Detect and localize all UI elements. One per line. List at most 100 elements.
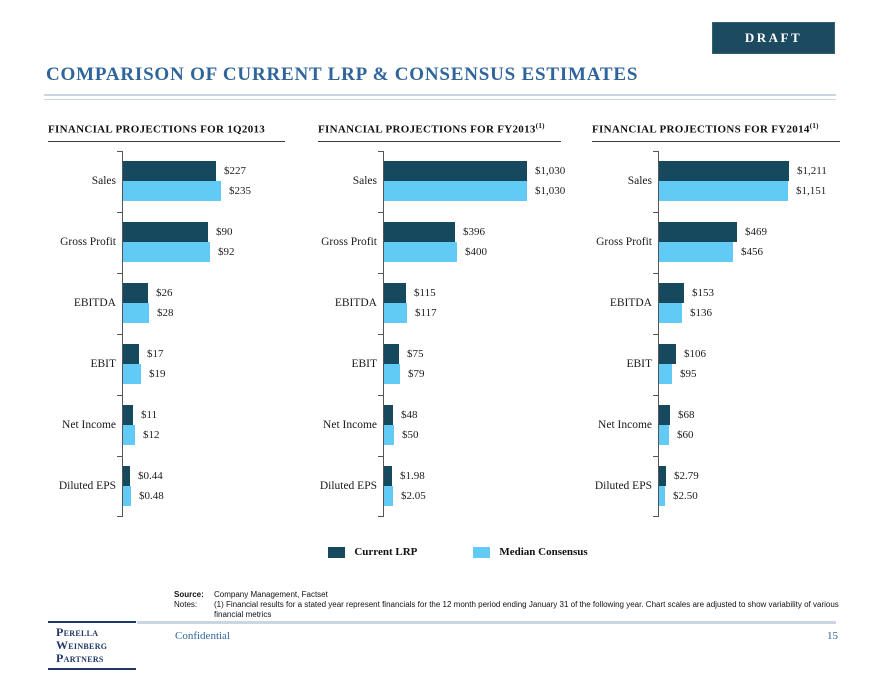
bar-group: $11 $12 (123, 395, 300, 456)
median-consensus-bar (384, 363, 400, 384)
axis-tick (378, 394, 384, 396)
bar-line: $235 (123, 180, 300, 201)
category-label: Net Income (598, 419, 652, 432)
value-label: $2.79 (674, 469, 699, 482)
bar-group: $17 $19 (123, 334, 300, 395)
median-consensus-bar (659, 180, 788, 201)
current-lrp-bar (384, 343, 399, 364)
axis-tick (653, 333, 659, 335)
chart-body: Sales Gross Profit EBITDA EBIT Net Income Dil… (592, 150, 856, 517)
value-label: $17 (147, 347, 164, 360)
chart-title: FINANCIAL PROJECTIONS FOR FY2014(1) (592, 122, 841, 142)
chart-title: FINANCIAL PROJECTIONS FOR 1Q2013 (48, 122, 285, 142)
current-lrp-bar (384, 404, 393, 425)
bar-group: $75 $79 (384, 334, 576, 395)
value-label: $2.05 (401, 489, 426, 502)
bar-line: $456 (659, 241, 856, 262)
current-lrp-bar (659, 404, 670, 425)
value-label: $60 (677, 428, 694, 441)
value-label: $12 (143, 428, 160, 441)
bar-group: $1.98 $2.05 (384, 456, 576, 517)
bar-group: $469 $456 (659, 212, 856, 273)
current-lrp-bar (123, 465, 130, 486)
bar-line: $469 (659, 221, 856, 242)
current-lrp-bar (384, 465, 392, 486)
value-label: $235 (229, 184, 251, 197)
category-label: Diluted EPS (319, 480, 377, 493)
value-label: $50 (402, 428, 419, 441)
notes-value: (1) Financial results for a stated year … (214, 600, 839, 619)
value-label: $28 (157, 306, 174, 319)
current-lrp-bar (123, 221, 208, 242)
chart-title-text: FINANCIAL PROJECTIONS FOR 1Q2013 (48, 123, 266, 136)
chart-body: Sales Gross Profit EBITDA EBIT Net Income Dil… (48, 150, 300, 517)
source-value: Company Management, Factset (214, 590, 328, 599)
value-label: $90 (216, 225, 233, 238)
bar-line: $17 (123, 343, 300, 364)
page-title: COMPARISON OF CURRENT LRP & CONSENSUS ES… (46, 64, 639, 85)
category-label: EBIT (626, 358, 652, 371)
value-label: $92 (218, 245, 235, 258)
bar-group: $115 $117 (384, 273, 576, 334)
bar-line: $2.50 (659, 485, 856, 506)
axis-tick (378, 515, 384, 517)
category-label: EBIT (90, 358, 116, 371)
chart-panel-fy2014: FINANCIAL PROJECTIONS FOR FY2014(1) Sale… (592, 122, 856, 517)
bar-group: $153 $136 (659, 273, 856, 334)
category-label: Sales (352, 175, 377, 188)
current-lrp-bar (659, 343, 676, 364)
current-lrp-bar (659, 221, 737, 242)
axis-tick (117, 333, 123, 335)
median-consensus-bar (659, 485, 665, 506)
category-labels: Sales Gross Profit EBITDA EBIT Net Income Dil… (592, 151, 658, 517)
bar-line: $115 (384, 282, 576, 303)
value-label: $26 (156, 286, 173, 299)
value-label: $136 (690, 306, 712, 319)
bar-line: $136 (659, 302, 856, 323)
value-label: $1.98 (400, 469, 425, 482)
axis-tick (378, 272, 384, 274)
bar-group: $0.44 $0.48 (123, 456, 300, 517)
bar-line: $1,151 (659, 180, 856, 201)
category-labels: Sales Gross Profit EBITDA EBIT Net Income Dil… (48, 151, 122, 517)
bar-line: $1.98 (384, 465, 576, 486)
current-lrp-bar (123, 160, 216, 181)
bar-line: $1,211 (659, 160, 856, 181)
axis-tick (653, 272, 659, 274)
bar-line: $2.79 (659, 465, 856, 486)
bar-line: $48 (384, 404, 576, 425)
axis-tick (378, 211, 384, 213)
value-label: $48 (401, 408, 418, 421)
legend-swatch (473, 546, 491, 558)
legend-swatch (328, 546, 346, 558)
value-label: $1,030 (535, 184, 566, 197)
axis-tick (117, 455, 123, 457)
median-consensus-bar (123, 424, 135, 445)
median-consensus-bar (659, 424, 669, 445)
category-labels: Sales Gross Profit EBITDA EBIT Net Income Dil… (318, 151, 383, 517)
axis-tick (378, 150, 384, 152)
axis-tick (653, 150, 659, 152)
bar-group: $227 $235 (123, 151, 300, 212)
bar-line: $12 (123, 424, 300, 445)
axis-tick (117, 394, 123, 396)
value-label: $2.50 (673, 489, 698, 502)
page-number: 15 (827, 630, 838, 642)
bar-line: $26 (123, 282, 300, 303)
perella-weinberg-partners-logo: Perella Weinberg Partners (48, 621, 136, 670)
bar-line: $400 (384, 241, 576, 262)
value-label: $115 (414, 286, 436, 299)
value-label: $400 (465, 245, 487, 258)
category-label: Sales (91, 175, 116, 188)
current-lrp-bar (123, 343, 139, 364)
logo-line: Perella (56, 625, 99, 639)
bar-group: $26 $28 (123, 273, 300, 334)
current-lrp-bar (384, 282, 406, 303)
confidential-label: Confidential (175, 630, 230, 642)
bar-line: $50 (384, 424, 576, 445)
chart-panel-1q2013: FINANCIAL PROJECTIONS FOR 1Q2013 Sales Gr… (48, 122, 300, 517)
value-label: $0.48 (139, 489, 164, 502)
chart-title-footnote: (1) (535, 122, 545, 130)
value-label: $11 (141, 408, 158, 421)
category-label: EBITDA (334, 297, 377, 310)
